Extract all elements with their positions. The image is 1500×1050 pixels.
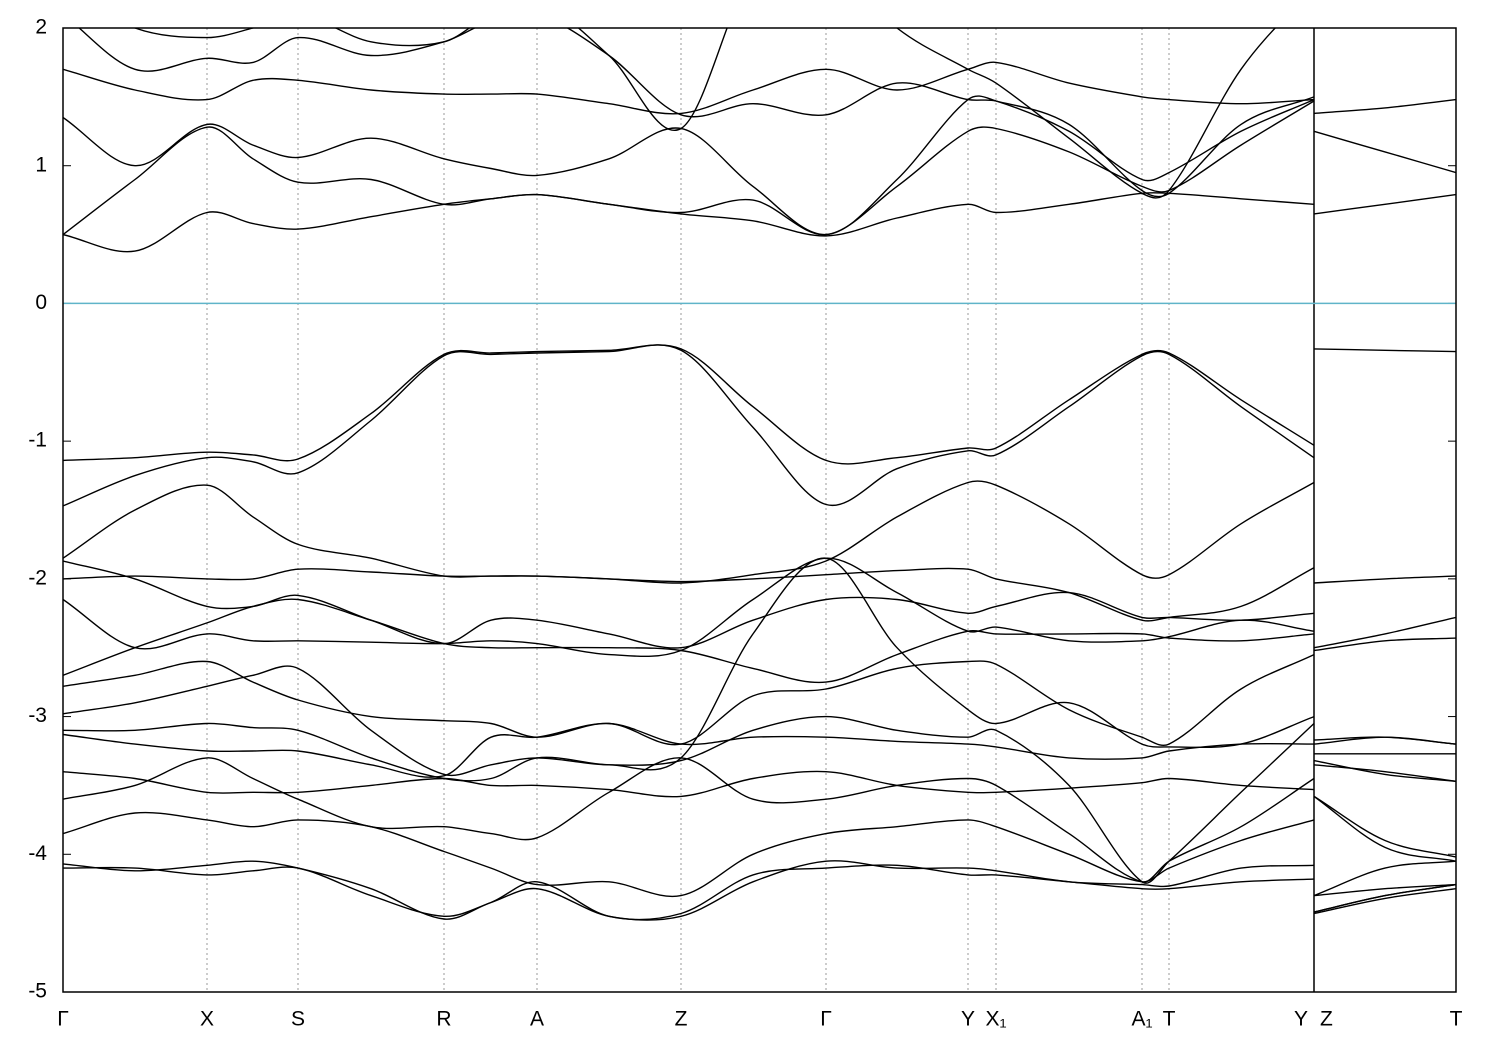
x-tick-label: A₁ xyxy=(1131,1008,1152,1031)
y-tick-label: 0 xyxy=(35,291,47,314)
band-line xyxy=(133,28,1277,199)
band-line xyxy=(63,344,1456,465)
band-line xyxy=(63,95,1456,236)
band-line xyxy=(63,557,1456,755)
band-line xyxy=(63,344,1456,584)
x-tick-label: T xyxy=(1163,1008,1176,1031)
y-tick-label: -3 xyxy=(28,704,47,727)
bands xyxy=(63,28,1456,921)
band-line xyxy=(63,722,1456,778)
x-tick-label: Y xyxy=(961,1008,975,1031)
plot-frame xyxy=(62,27,1457,993)
band-line xyxy=(63,480,1456,649)
y-tick-label: -1 xyxy=(28,429,47,452)
y-tick-label: -2 xyxy=(28,566,47,589)
band-line xyxy=(78,28,1315,198)
band-line xyxy=(63,100,1456,236)
band-line xyxy=(63,653,1456,858)
x-tick-label: Y xyxy=(1294,1008,1308,1031)
y-tick-label: 1 xyxy=(35,153,47,176)
x-tick-label: R xyxy=(436,1008,451,1031)
x-tick-label: X xyxy=(200,1008,214,1031)
y-tick-label: -5 xyxy=(28,980,47,1003)
y-tick-label: 2 xyxy=(35,16,47,39)
x-tick-label: S xyxy=(291,1008,305,1031)
band-line xyxy=(63,764,1456,798)
band-line xyxy=(63,192,1456,253)
band-line xyxy=(63,757,1456,883)
x-tick-label: Γ xyxy=(57,1008,69,1031)
band-line xyxy=(63,860,1456,921)
band-line xyxy=(63,864,1456,921)
x-tick-label: Γ xyxy=(820,1008,832,1031)
x-tick-label: T xyxy=(1450,1008,1463,1031)
band-line xyxy=(63,811,1456,898)
x-tick-label: X₁ xyxy=(985,1008,1006,1031)
band-line xyxy=(63,557,1456,897)
band-line xyxy=(63,598,1456,782)
y-tick-label: -4 xyxy=(28,842,47,865)
x-tick-label: Z xyxy=(675,1008,688,1031)
band-line xyxy=(63,567,1456,652)
x-tick-label: A xyxy=(530,1008,544,1031)
band-line xyxy=(63,61,1315,115)
x-tick-label: Z xyxy=(1320,1008,1333,1031)
